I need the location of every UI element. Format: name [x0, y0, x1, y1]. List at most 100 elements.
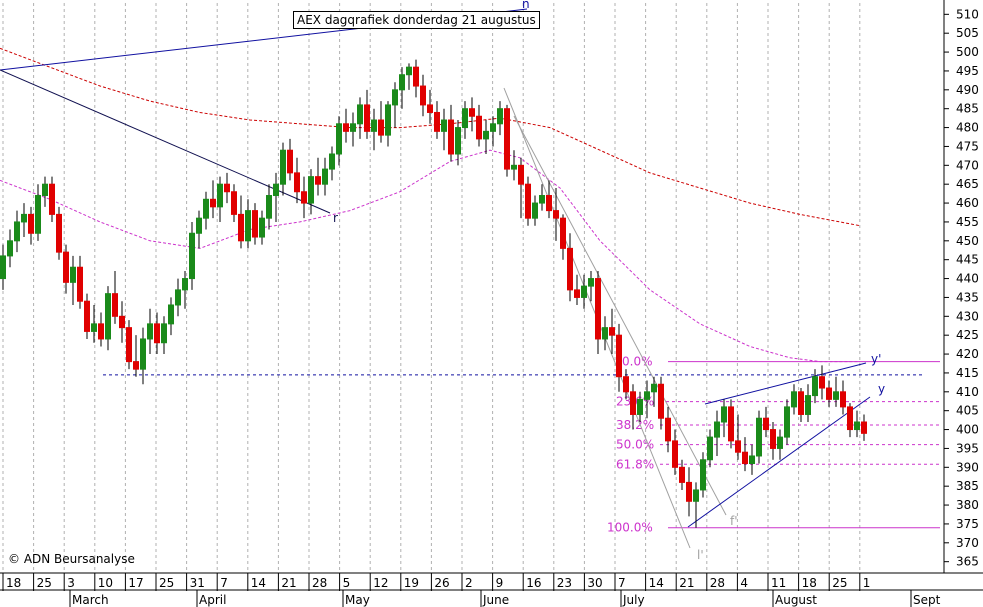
candle-body	[210, 198, 216, 208]
candle-body	[539, 195, 545, 204]
candle-body	[630, 391, 636, 415]
candle-body	[455, 127, 461, 155]
fib-level-label: 100.0%	[607, 521, 653, 535]
candle-body	[56, 213, 62, 253]
candle-body	[819, 376, 825, 389]
candle-body	[392, 89, 398, 106]
candle-body	[357, 104, 363, 125]
x-tick-label: 9	[496, 576, 504, 590]
y-tick-label: 370	[956, 536, 979, 550]
candle-body	[427, 104, 433, 113]
candle-body	[413, 66, 419, 87]
candle-body	[497, 108, 503, 125]
candle-body	[693, 489, 699, 502]
month-label: May	[345, 593, 370, 607]
month-label: June	[482, 593, 509, 607]
moving-average-long	[0, 47, 861, 227]
fib-level-label: 0.0%	[622, 355, 653, 369]
trendline-label: n	[522, 0, 530, 11]
candle-body	[791, 391, 797, 408]
candle-body	[161, 323, 167, 344]
candle-body	[623, 376, 629, 393]
x-tick-label: 17	[128, 576, 143, 590]
candle-body	[469, 108, 475, 117]
x-tick-label: 4	[740, 576, 748, 590]
candle-body	[756, 417, 762, 457]
candle-body	[840, 391, 846, 408]
candle-body	[735, 440, 741, 453]
candle-body	[63, 251, 69, 283]
y-tick-label: 465	[956, 177, 979, 191]
candle-body	[182, 278, 188, 291]
candle-body	[602, 327, 608, 340]
candle-body	[476, 115, 482, 140]
candle-body	[49, 183, 55, 215]
y-tick-label: 380	[956, 498, 979, 512]
y-tick-label: 390	[956, 460, 979, 474]
y-tick-label: 435	[956, 290, 979, 304]
candle-body	[322, 168, 328, 185]
y-tick-label: 455	[956, 215, 979, 229]
candle-body	[350, 123, 356, 132]
candle-body	[462, 108, 468, 129]
candle-body	[420, 85, 426, 106]
fib-level-label: 50.0%	[616, 438, 654, 452]
candle-body	[658, 383, 664, 419]
candle-body	[511, 164, 517, 170]
y-tick-label: 470	[956, 158, 979, 172]
candle-body	[490, 123, 496, 132]
moving-average-short	[0, 149, 860, 363]
candle-body	[553, 210, 559, 219]
candle-body	[231, 191, 237, 215]
y-tick-label: 415	[956, 366, 979, 380]
y-tick-label: 420	[956, 347, 979, 361]
candle-body	[700, 459, 706, 491]
y-tick-label: 495	[956, 64, 979, 78]
candle-body	[560, 217, 566, 249]
candle-body	[35, 195, 41, 234]
candle-body	[483, 130, 489, 140]
y-tick-label: 485	[956, 102, 979, 116]
candle-body	[308, 176, 314, 204]
candle-body	[714, 421, 720, 438]
candle-body	[672, 440, 678, 468]
candle-body	[637, 398, 643, 415]
candle-body	[84, 300, 90, 332]
x-tick-label: 26	[434, 576, 449, 590]
x-tick-label: 2	[465, 576, 473, 590]
month-label: July	[622, 593, 645, 607]
month-label: Sept	[913, 593, 941, 607]
x-tick-label: 1	[863, 576, 871, 590]
x-tick-label: 31	[190, 576, 205, 590]
candle-body	[686, 481, 692, 502]
candle-body	[406, 66, 412, 76]
x-tick-label: 25	[159, 576, 174, 590]
candle-body	[196, 217, 202, 234]
trendline-label: y	[878, 382, 885, 396]
candle-body	[812, 376, 818, 397]
candle-body	[532, 202, 538, 219]
candle-body	[378, 119, 384, 136]
candle-body	[266, 195, 272, 219]
candle-body	[343, 123, 349, 132]
candle-body	[581, 285, 587, 298]
y-tick-label: 425	[956, 328, 979, 342]
candle-body	[252, 210, 258, 238]
trendline-label: y'	[871, 352, 881, 366]
x-tick-label: 25	[37, 576, 52, 590]
candle-body	[679, 466, 685, 483]
y-tick-label: 460	[956, 196, 979, 210]
candle-body	[238, 213, 244, 242]
candle-body	[168, 304, 174, 325]
candle-body	[294, 172, 300, 193]
y-tick-label: 400	[956, 423, 979, 437]
trendline-y	[687, 396, 871, 528]
candle-body	[854, 421, 860, 431]
y-tick-label: 365	[956, 555, 979, 569]
candle-body	[777, 436, 783, 449]
candle-body	[665, 417, 671, 442]
candle-body	[399, 74, 405, 91]
y-tick-label: 430	[956, 309, 979, 323]
candle-body	[826, 387, 832, 400]
